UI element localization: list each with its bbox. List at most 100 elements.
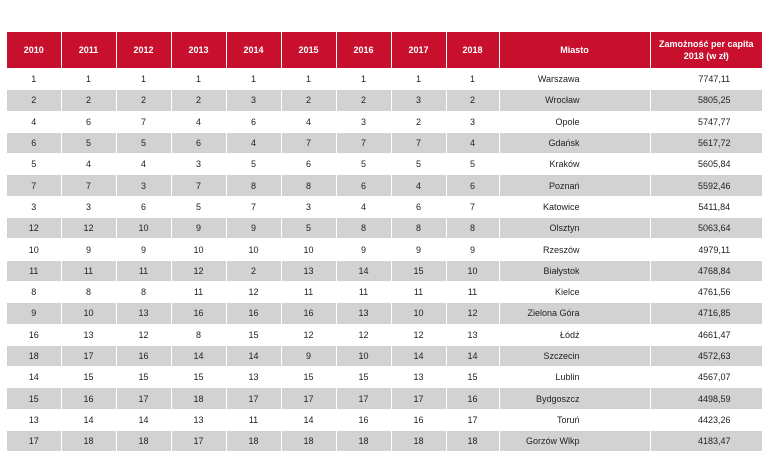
rank-cell: 15: [170, 366, 226, 388]
wealth-cell: 4716,85: [649, 302, 762, 325]
rank-cell: 6: [60, 110, 116, 133]
rank-cell: 1: [60, 67, 116, 90]
rank-cell: 9: [335, 238, 391, 261]
rank-cell: 6: [7, 131, 61, 154]
rank-cell: 12: [390, 323, 446, 346]
rank-cell: 7: [115, 110, 171, 133]
rank-cell: 17: [7, 430, 61, 452]
rank-cell: 15: [390, 259, 446, 282]
table-row: 8 8 8 11 12 11 11 11 11 Kielce 4761,56: [7, 280, 762, 303]
wealth-cell: 4768,84: [649, 259, 762, 282]
rank-cell: 1: [335, 67, 391, 90]
rank-cell: 8: [115, 280, 171, 303]
city-cell: Wrocław: [498, 89, 650, 112]
city-cell: Warszawa: [498, 67, 650, 90]
rank-cell: 10: [60, 302, 116, 325]
rank-cell: 6: [225, 110, 281, 133]
table-row: 10 9 9 10 10 10 9 9 9 Rzeszów 4979,11: [7, 238, 762, 261]
rank-cell: 10: [335, 344, 391, 367]
header-cell: Miasto: [498, 32, 650, 69]
rank-cell: 11: [7, 259, 61, 282]
wealth-cell: 5063,64: [649, 217, 762, 239]
rank-cell: 11: [115, 259, 171, 282]
header-row: 2010 2011 2012 2013 2014 2015 2016 2017 2018 Mias…: [7, 32, 762, 69]
rank-cell: 6: [390, 195, 446, 218]
rank-cell: 13: [170, 408, 226, 431]
rank-cell: 18: [60, 430, 116, 452]
rank-cell: 17: [170, 430, 226, 452]
rank-cell: 16: [60, 387, 116, 410]
rank-cell: 11: [335, 280, 391, 303]
rank-cell: 5: [390, 153, 446, 175]
rank-cell: 8: [445, 217, 499, 239]
rank-cell: 7: [170, 174, 226, 197]
rank-cell: 1: [445, 67, 499, 90]
rank-cell: 7: [280, 131, 336, 154]
rank-cell: 14: [390, 344, 446, 367]
rank-cell: 12: [7, 217, 61, 239]
city-cell: Gdańsk: [498, 131, 650, 154]
rank-cell: 17: [60, 344, 116, 367]
rank-cell: 5: [115, 131, 171, 154]
rank-cell: 11: [445, 280, 499, 303]
rank-cell: 15: [445, 366, 499, 388]
rank-cell: 4: [7, 110, 61, 133]
header-cell: 2013: [170, 32, 226, 69]
rank-cell: 17: [390, 387, 446, 410]
rank-cell: 5: [280, 217, 336, 239]
city-cell: Zielona Góra: [498, 302, 650, 325]
rank-cell: 16: [280, 302, 336, 325]
rank-cell: 10: [445, 259, 499, 282]
wealth-cell: 5617,72: [649, 131, 762, 154]
rank-cell: 6: [170, 131, 226, 154]
rank-cell: 9: [445, 238, 499, 261]
rank-cell: 13: [115, 302, 171, 325]
wealth-cell: 4761,56: [649, 280, 762, 303]
rank-cell: 14: [170, 344, 226, 367]
rank-cell: 1: [225, 67, 281, 90]
header-cell: 2011: [60, 32, 116, 69]
rank-cell: 2: [115, 89, 171, 112]
table-body: 1 1 1 1 1 1 1 1 1 Warszawa 7747,11 2 2 2 2 3 2 2 3 2 Wrocław…: [7, 67, 762, 452]
rank-cell: 6: [335, 174, 391, 197]
header-cell: Zamożność per capita 2018 (w zł): [649, 32, 762, 69]
wealth-cell: 5605,84: [649, 153, 762, 175]
rank-cell: 13: [390, 366, 446, 388]
rank-cell: 16: [115, 344, 171, 367]
rank-cell: 18: [335, 430, 391, 452]
rank-cell: 13: [7, 408, 61, 431]
rank-cell: 5: [225, 153, 281, 175]
rank-cell: 15: [7, 387, 61, 410]
rank-cell: 12: [115, 323, 171, 346]
rank-cell: 3: [445, 110, 499, 133]
table-row: 11 11 11 12 2 13 14 15 10 Białystok 4768,84: [7, 259, 762, 282]
wealth-cell: 5747,77: [649, 110, 762, 133]
header-cell: 2017: [390, 32, 446, 69]
rank-cell: 16: [390, 408, 446, 431]
rank-cell: 6: [445, 174, 499, 197]
rank-cell: 8: [7, 280, 61, 303]
city-cell: Opole: [498, 110, 650, 133]
rank-cell: 11: [280, 280, 336, 303]
rank-cell: 5: [445, 153, 499, 175]
city-cell: Rzeszów: [498, 238, 650, 261]
rank-cell: 2: [60, 89, 116, 112]
table-row: 7 7 3 7 8 8 6 4 6 Poznań 5592,46: [7, 174, 762, 197]
rank-cell: 10: [225, 238, 281, 261]
wealth-cell: 4979,11: [649, 238, 762, 261]
table-row: 15 16 17 18 17 17 17 17 16 Bydgoszcz 4498,59: [7, 387, 762, 410]
wealth-cell: 4423,26: [649, 408, 762, 431]
rank-cell: 5: [60, 131, 116, 154]
header-cell: 2016: [335, 32, 391, 69]
rank-cell: 14: [445, 344, 499, 367]
table-row: 16 13 12 8 15 12 12 12 13 Łódź 4661,47: [7, 323, 762, 346]
rank-cell: 8: [60, 280, 116, 303]
table-row: 5 4 4 3 5 6 5 5 5 Kraków 5605,84: [7, 153, 762, 175]
rank-cell: 9: [7, 302, 61, 325]
header-cell: 2010: [7, 32, 61, 69]
rank-cell: 3: [280, 195, 336, 218]
rank-cell: 2: [390, 110, 446, 133]
rank-cell: 3: [115, 174, 171, 197]
rank-cell: 3: [335, 110, 391, 133]
rank-cell: 1: [115, 67, 171, 90]
